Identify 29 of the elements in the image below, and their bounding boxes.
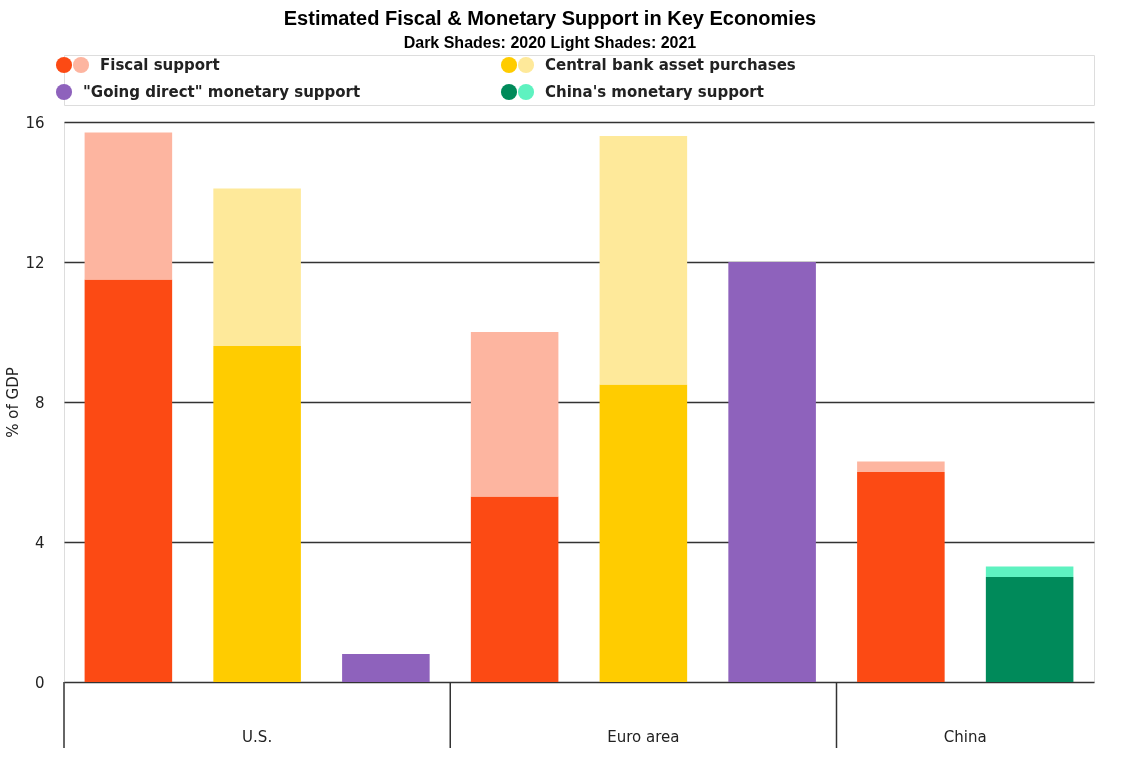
bar <box>84 279 173 682</box>
y-tick-label: 16 <box>25 113 45 132</box>
bar <box>985 566 1074 577</box>
bar <box>470 332 559 497</box>
chart-title: Estimated Fiscal & Monetary Support in Key Economies <box>283 6 817 29</box>
bar <box>213 346 301 682</box>
text: China <box>943 728 987 746</box>
bar <box>857 461 945 472</box>
bar <box>213 188 301 346</box>
bar <box>599 136 688 385</box>
text: Euro area <box>607 728 680 746</box>
bar <box>857 472 945 682</box>
bar <box>985 577 1074 682</box>
bar <box>342 654 430 682</box>
legend-label: Central bank asset purchases <box>545 56 796 74</box>
text: U.S. <box>242 728 273 746</box>
bar <box>599 384 688 682</box>
y-tick-label: 4 <box>34 533 45 552</box>
bar <box>728 262 816 682</box>
y-axis-title: % of GDP <box>4 367 23 438</box>
bar <box>470 496 559 682</box>
y-tick-label: 12 <box>25 253 45 272</box>
chart-subtitle: Dark Shades: 2020 Light Shades: 2021 <box>403 33 697 51</box>
y-tick-label: 0 <box>34 673 45 692</box>
legend-label: "Going direct" monetary support <box>83 83 361 101</box>
bar <box>84 132 173 280</box>
y-tick-label: 8 <box>34 393 45 412</box>
legend-label: Fiscal support <box>100 56 220 74</box>
legend-label: China's monetary support <box>545 83 764 101</box>
